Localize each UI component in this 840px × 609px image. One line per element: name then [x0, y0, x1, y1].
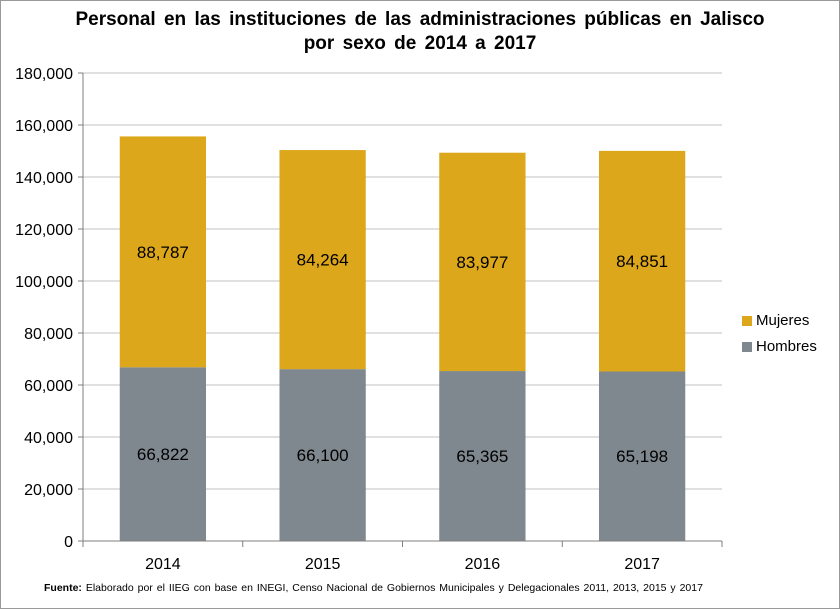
- y-tick-label: 20,000: [24, 482, 73, 499]
- legend-label-mujeres: Mujeres: [756, 312, 810, 329]
- bar-hombres-2015: [279, 369, 366, 541]
- data-label-hombres-2016: 65,365: [456, 447, 508, 466]
- chart-title: Personal en las instituciones de las adm…: [75, 9, 765, 54]
- data-label-mujeres-2017: 84,851: [616, 252, 668, 271]
- y-tick-label: 60,000: [24, 378, 73, 395]
- y-tick-label: 40,000: [24, 430, 73, 447]
- y-tick-label: 100,000: [15, 274, 73, 291]
- data-label-hombres-2015: 66,100: [297, 446, 349, 465]
- bar-hombres-2017: [598, 371, 686, 541]
- bar-hombres-2014: [119, 367, 207, 541]
- y-tick-label: 0: [64, 534, 73, 551]
- x-tick-label: 2014: [145, 556, 181, 573]
- legend-item-hombres: Hombres: [742, 338, 817, 355]
- bar-hombres-2016: [439, 371, 526, 541]
- y-tick-label: 180,000: [15, 66, 73, 83]
- data-label-mujeres-2014: 88,787: [137, 243, 189, 262]
- source-label: Fuente:: [44, 582, 82, 594]
- legend-swatch-mujeres: [742, 315, 752, 326]
- legend-item-mujeres: Mujeres: [742, 312, 809, 329]
- data-label-mujeres-2016: 83,977: [456, 253, 508, 272]
- legend-swatch-hombres: [742, 341, 752, 352]
- data-label-hombres-2014: 66,822: [137, 445, 189, 464]
- x-tick-label: 2017: [624, 556, 660, 573]
- bar-mujeres-2015: [279, 150, 366, 370]
- bar-mujeres-2016: [439, 152, 526, 372]
- source-note: Fuente: Elaborado por el IIEG con base e…: [44, 582, 703, 594]
- source-text: Elaborado por el IIEG con base en INEGI,…: [85, 582, 703, 594]
- y-tick-label: 80,000: [24, 326, 73, 343]
- data-label-mujeres-2015: 84,264: [297, 251, 349, 270]
- legend-label-hombres: Hombres: [756, 338, 817, 355]
- x-tick-label: 2015: [305, 556, 341, 573]
- data-label-hombres-2017: 65,198: [616, 447, 668, 466]
- y-tick-label: 140,000: [15, 170, 73, 187]
- y-tick-label: 160,000: [15, 118, 73, 135]
- x-tick-label: 2016: [465, 556, 501, 573]
- bar-mujeres-2017: [598, 150, 686, 372]
- bar-mujeres-2014: [119, 136, 207, 368]
- y-tick-label: 120,000: [15, 222, 73, 239]
